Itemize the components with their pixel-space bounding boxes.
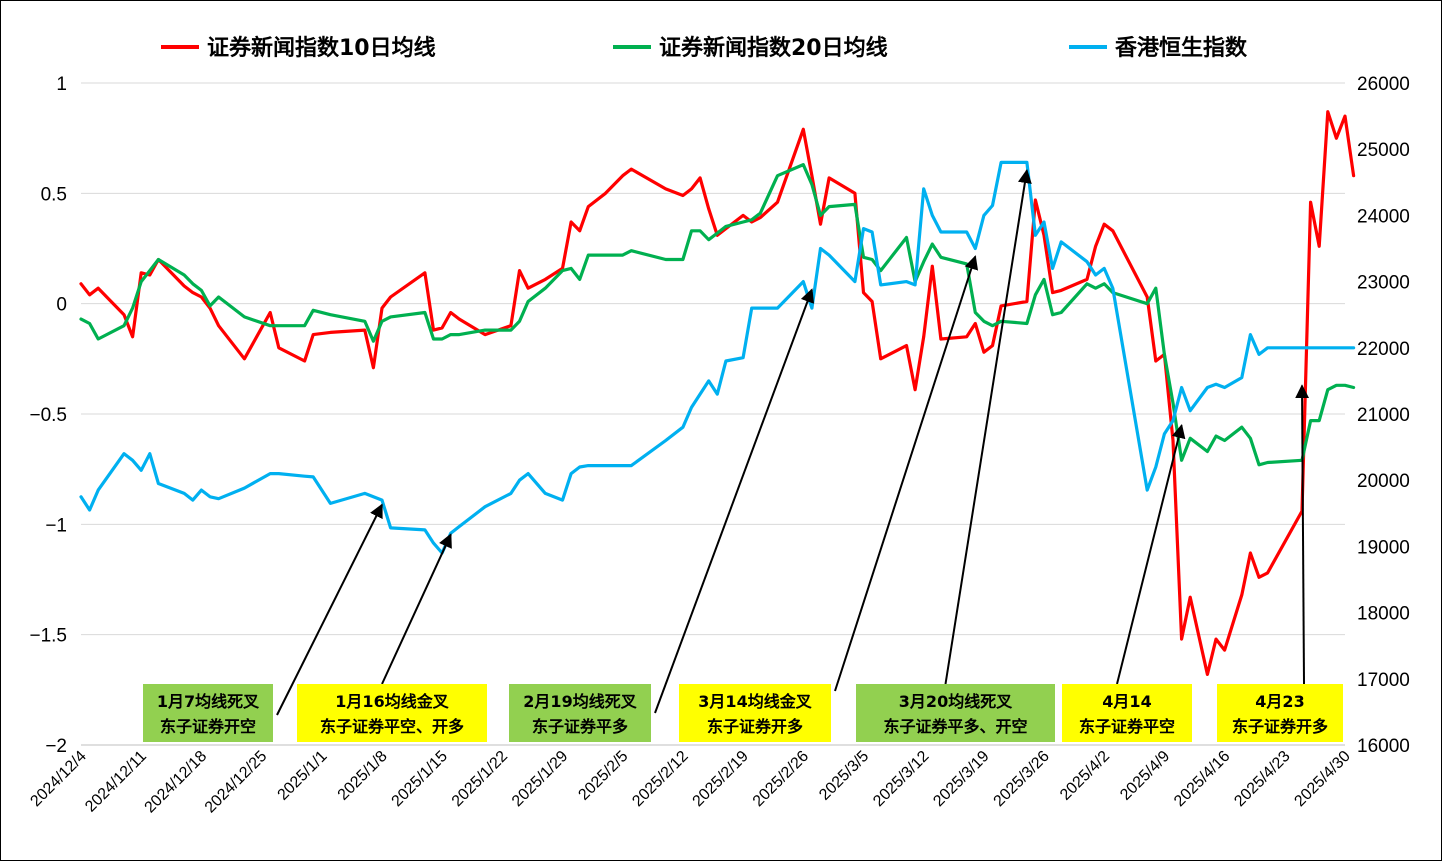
x-tick-label: 2025/4/30: [1291, 748, 1353, 810]
x-tick-label: 2025/4/2: [1057, 748, 1113, 804]
y-left-tick-label: −0.5: [29, 405, 67, 426]
annotation-line2: 东子证券平多: [532, 717, 628, 736]
x-tick-label: 2024/12/18: [142, 748, 211, 817]
annotation-arrow: [944, 169, 1032, 685]
annotation-line2: 东子证券开空: [160, 717, 256, 736]
annotation-arrow: [1116, 423, 1186, 685]
annotation-line1: 1月7均线死叉: [157, 692, 260, 711]
annotation-arrow: [654, 288, 815, 714]
annotation-box: [1217, 684, 1343, 742]
y-left-tick-label: 0: [56, 295, 67, 316]
x-tick-label: 2025/1/22: [449, 748, 511, 810]
annotation-box: [509, 684, 651, 742]
x-tick-label: 2025/1/15: [389, 748, 451, 810]
series-line: [79, 160, 1356, 555]
x-tick-label: 2025/4/16: [1171, 748, 1233, 810]
annotation-box: [297, 684, 487, 742]
x-tick-label: 2025/4/9: [1117, 748, 1173, 804]
annotation-box: [679, 684, 831, 742]
annotation-line2: 东子证券开多: [1232, 717, 1328, 736]
annotation-line2: 东子证券平多、开空: [883, 717, 1027, 736]
y-left-tick-label: 0.5: [41, 184, 67, 205]
x-tick-label: 2025/1/29: [509, 748, 571, 810]
x-tick-label: 2024/12/11: [82, 748, 150, 816]
x-tick-label: 2024/12/4: [27, 748, 89, 810]
annotation-arrow: [834, 255, 979, 692]
y-right-tick-label: 18000: [1357, 604, 1410, 625]
legend-label: 证券新闻指数20日均线: [659, 35, 888, 61]
annotation-arrow: [276, 503, 383, 716]
x-tick-label: 2025/2/12: [629, 748, 691, 810]
x-tick-label: 2025/2/5: [575, 748, 631, 804]
series-line: [79, 110, 1356, 677]
annotation-box: [143, 684, 273, 742]
x-tick-label: 2025/3/12: [870, 748, 932, 810]
y-left-tick-label: −1: [45, 515, 67, 536]
annotation-line1: 4月23: [1255, 692, 1304, 711]
annotation-line1: 1月16均线金叉: [335, 692, 449, 711]
annotation-arrow: [381, 533, 452, 685]
y-left-tick-label: 1: [56, 74, 67, 95]
y-right-tick-label: 22000: [1357, 339, 1410, 360]
y-right-tick-label: 21000: [1357, 405, 1410, 426]
y-left-tick-label: −2: [45, 736, 67, 757]
legend-label: 证券新闻指数10日均线: [207, 35, 436, 61]
x-tick-label: 2025/2/19: [690, 748, 752, 810]
x-tick-label: 2025/1/8: [335, 748, 391, 804]
x-tick-label: 2025/4/23: [1231, 748, 1293, 810]
annotation-arrow: [1295, 384, 1310, 685]
annotation-line1: 3月20均线死叉: [899, 692, 1013, 711]
legend-label: 香港恒生指数: [1115, 35, 1248, 61]
y-right-tick-label: 25000: [1357, 140, 1410, 161]
series-line: [79, 163, 1356, 467]
annotation-line1: 2月19均线死叉: [523, 692, 637, 711]
x-tick-label: 2025/1/1: [275, 748, 331, 804]
annotation-line1: 4月14: [1102, 692, 1151, 711]
y-right-tick-label: 26000: [1357, 74, 1410, 95]
annotation-line1: 3月14均线金叉: [698, 692, 812, 711]
annotation-box: [856, 684, 1055, 742]
x-tick-label: 2025/2/26: [750, 748, 812, 810]
x-tick-label: 2025/3/26: [991, 748, 1053, 810]
y-right-tick-label: 20000: [1357, 471, 1410, 492]
y-right-tick-label: 16000: [1357, 736, 1410, 757]
x-tick-label: 2025/3/19: [930, 748, 992, 810]
y-right-tick-label: 19000: [1357, 537, 1410, 558]
annotation-line2: 东子证券开多: [707, 717, 803, 736]
y-right-tick-label: 24000: [1357, 206, 1410, 227]
annotation-line2: 东子证券平空: [1079, 717, 1175, 736]
x-tick-label: 2025/3/5: [816, 748, 872, 804]
x-tick-label: 2024/12/25: [202, 748, 271, 817]
y-right-tick-label: 23000: [1357, 273, 1410, 294]
y-right-tick-label: 17000: [1357, 670, 1410, 691]
annotation-line2: 东子证券平空、开多: [320, 717, 464, 736]
annotation-box: [1062, 684, 1192, 742]
y-left-tick-label: −1.5: [29, 626, 67, 647]
